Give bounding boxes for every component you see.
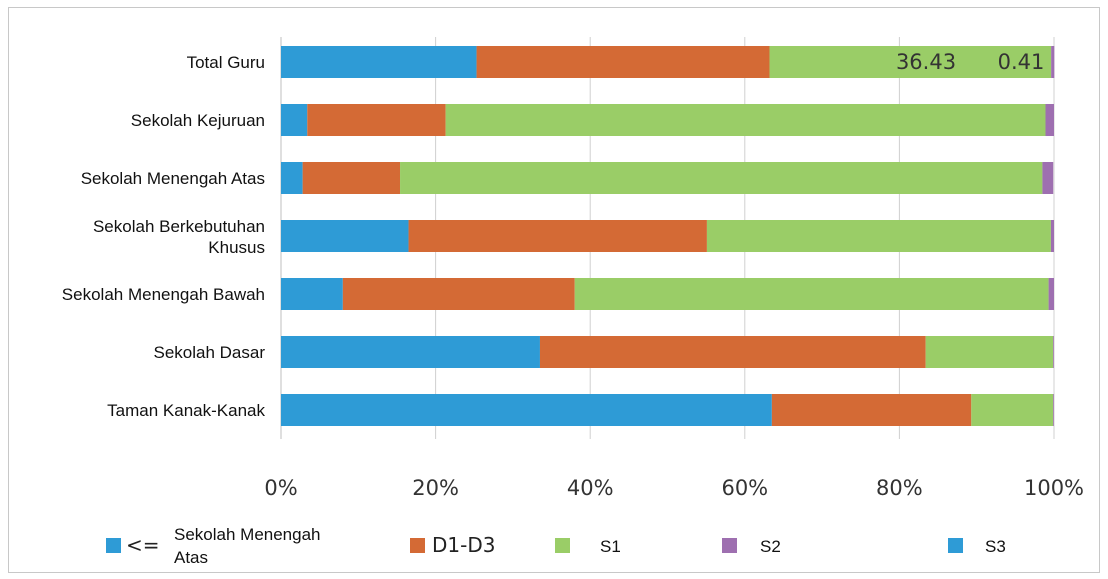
legend: <= Sekolah Menengah Atas D1-D3 S1 S2 S3 xyxy=(106,525,1006,567)
bar-total-guru-d1-d3 xyxy=(476,46,770,78)
bar-sekolah-menengah-atas-d1-d3 xyxy=(302,162,401,194)
legend-swatch-d1-d3 xyxy=(410,538,425,553)
bar-total-guru-sekolah-menengah-atas xyxy=(281,46,477,78)
legend-swatch-s3 xyxy=(948,538,963,553)
bar-sekolah-menengah-atas-s2 xyxy=(1042,162,1054,194)
category-label-sekolah-berkebutuhan-khusus: Sekolah Berkebutuhan Khusus xyxy=(93,217,265,257)
bar-taman-kanak-kanak-s1 xyxy=(971,394,1054,426)
bar-sekolah-kejuruan-d1-d3 xyxy=(307,104,446,136)
bar-sekolah-berkebutuhan-khusus-d1-d3 xyxy=(408,220,707,252)
bar-total-guru-s1 xyxy=(769,46,1052,78)
bar-sekolah-menengah-bawah-sekolah-menengah-atas xyxy=(281,278,343,310)
x-tick-label-2: 40% xyxy=(567,476,614,500)
bar-sekolah-kejuruan-s1 xyxy=(445,104,1046,136)
x-tick-label-1: 20% xyxy=(412,476,459,500)
bar-sekolah-kejuruan-sekolah-menengah-atas xyxy=(281,104,308,136)
category-label-taman-kanak-kanak: Taman Kanak-Kanak xyxy=(107,401,265,420)
chart-frame xyxy=(8,7,1100,573)
bar-sekolah-dasar-s2 xyxy=(1053,336,1054,368)
x-tick-label-0: 0% xyxy=(264,476,297,500)
category-label-sekolah-menengah-atas: Sekolah Menengah Atas xyxy=(81,169,265,188)
x-tick-label-3: 60% xyxy=(721,476,768,500)
bar-sekolah-dasar-s1 xyxy=(925,336,1054,368)
data-label-s2: 0.41 xyxy=(998,50,1045,74)
bar-sekolah-menengah-bawah-s1 xyxy=(574,278,1049,310)
legend-label-s3: S3 xyxy=(985,537,1006,556)
bar-sekolah-dasar-d1-d3 xyxy=(539,336,926,368)
bar-taman-kanak-kanak-d1-d3 xyxy=(771,394,972,426)
bar-sekolah-menengah-bawah-s2 xyxy=(1048,278,1054,310)
bar-taman-kanak-kanak-s2 xyxy=(1053,394,1054,426)
bar-sekolah-dasar-sekolah-menengah-atas xyxy=(281,336,540,368)
category-label-total-guru: Total Guru xyxy=(187,53,265,72)
x-tick-labels: 0% 20% 40% 60% 80% 100% xyxy=(264,476,1084,500)
bar-sekolah-menengah-atas-sekolah-menengah-atas xyxy=(281,162,303,194)
bar-sekolah-menengah-bawah-d1-d3 xyxy=(342,278,575,310)
category-labels: Total Guru Sekolah Kejuruan Sekolah Meneng… xyxy=(62,53,266,420)
category-label-sekolah-menengah-bawah: Sekolah Menengah Bawah xyxy=(62,285,265,304)
legend-swatch-smk-or-below xyxy=(106,538,121,553)
category-label-sekolah-kejuruan: Sekolah Kejuruan xyxy=(131,111,265,130)
legend-label-d1-d3: D1-D3 xyxy=(432,533,495,557)
data-labels: 36.43 0.41 xyxy=(896,50,1044,74)
x-tick-label-4: 80% xyxy=(876,476,923,500)
legend-swatch-s2 xyxy=(722,538,737,553)
x-tick-label-5: 100% xyxy=(1024,476,1084,500)
bar-taman-kanak-kanak-sekolah-menengah-atas xyxy=(281,394,772,426)
bar-sekolah-berkebutuhan-khusus-sekolah-menengah-atas xyxy=(281,220,409,252)
bar-total-guru-s2 xyxy=(1051,46,1055,78)
legend-symbol: <= xyxy=(126,533,160,557)
legend-label-smk-or-below: Sekolah Menengah Atas xyxy=(174,525,321,567)
bars xyxy=(281,46,1055,426)
bar-sekolah-berkebutuhan-khusus-s1 xyxy=(706,220,1051,252)
data-label-s1: 36.43 xyxy=(896,50,956,74)
legend-label-s1: S1 xyxy=(600,537,621,556)
bar-sekolah-menengah-atas-s1 xyxy=(400,162,1043,194)
legend-swatch-s1 xyxy=(555,538,570,553)
category-label-sekolah-dasar: Sekolah Dasar xyxy=(153,343,265,362)
bar-sekolah-kejuruan-s2 xyxy=(1045,104,1054,136)
legend-label-s2: S2 xyxy=(760,537,781,556)
bar-sekolah-berkebutuhan-khusus-s2 xyxy=(1050,220,1054,252)
